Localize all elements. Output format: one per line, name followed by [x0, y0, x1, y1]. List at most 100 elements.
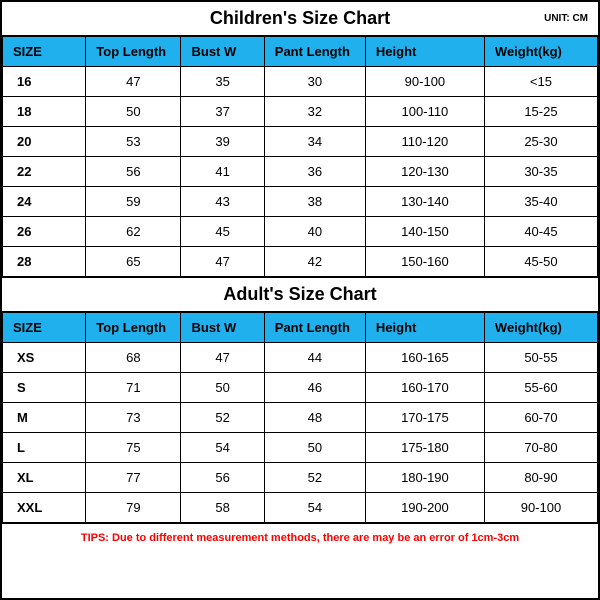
table-cell: 50-55 [484, 343, 597, 373]
table-cell: 90-100 [484, 493, 597, 523]
table-row: 26624540140-15040-45 [3, 217, 598, 247]
adult-title: Adult's Size Chart [223, 284, 376, 305]
table-cell: 43 [181, 187, 264, 217]
children-title: Children's Size Chart [210, 8, 390, 29]
table-cell: 26 [3, 217, 86, 247]
table-cell: 150-160 [365, 247, 484, 277]
table-row: XL775652180-19080-90 [3, 463, 598, 493]
children-header-row: SIZETop LengthBust WPant LengthHeightWei… [3, 37, 598, 67]
table-cell: 35-40 [484, 187, 597, 217]
adult-header-row: SIZETop LengthBust WPant LengthHeightWei… [3, 313, 598, 343]
column-header: Top Length [86, 37, 181, 67]
table-cell: 130-140 [365, 187, 484, 217]
table-cell: <15 [484, 67, 597, 97]
table-cell: 48 [264, 403, 365, 433]
table-cell: 39 [181, 127, 264, 157]
table-cell: 100-110 [365, 97, 484, 127]
table-cell: 52 [264, 463, 365, 493]
table-cell: 79 [86, 493, 181, 523]
table-row: S715046160-17055-60 [3, 373, 598, 403]
table-cell: 52 [181, 403, 264, 433]
table-cell: 45 [181, 217, 264, 247]
column-header: Bust W [181, 37, 264, 67]
table-cell: 15-25 [484, 97, 597, 127]
table-cell: 44 [264, 343, 365, 373]
table-cell: XL [3, 463, 86, 493]
table-row: 1647353090-100<15 [3, 67, 598, 97]
table-cell: 65 [86, 247, 181, 277]
column-header: Pant Length [264, 313, 365, 343]
table-cell: 30-35 [484, 157, 597, 187]
table-row: XXL795854190-20090-100 [3, 493, 598, 523]
table-cell: 22 [3, 157, 86, 187]
table-cell: 68 [86, 343, 181, 373]
table-cell: 80-90 [484, 463, 597, 493]
column-header: SIZE [3, 313, 86, 343]
column-header: Bust W [181, 313, 264, 343]
table-row: 28654742150-16045-50 [3, 247, 598, 277]
table-row: 22564136120-13030-35 [3, 157, 598, 187]
table-cell: 140-150 [365, 217, 484, 247]
table-cell: M [3, 403, 86, 433]
table-cell: 53 [86, 127, 181, 157]
table-cell: 37 [181, 97, 264, 127]
table-cell: 32 [264, 97, 365, 127]
unit-label: UNIT: CM [544, 13, 588, 24]
size-chart-container: Children's Size Chart UNIT: CM SIZETop L… [0, 0, 600, 600]
column-header: SIZE [3, 37, 86, 67]
table-row: XS684744160-16550-55 [3, 343, 598, 373]
table-cell: 46 [264, 373, 365, 403]
table-cell: 60-70 [484, 403, 597, 433]
children-title-row: Children's Size Chart UNIT: CM [2, 2, 598, 36]
table-cell: 55-60 [484, 373, 597, 403]
table-row: 24594338130-14035-40 [3, 187, 598, 217]
column-header: Top Length [86, 313, 181, 343]
table-cell: 170-175 [365, 403, 484, 433]
table-cell: 70-80 [484, 433, 597, 463]
table-row: 20533934110-12025-30 [3, 127, 598, 157]
table-row: 18503732100-11015-25 [3, 97, 598, 127]
table-cell: 35 [181, 67, 264, 97]
table-cell: 40 [264, 217, 365, 247]
table-cell: 90-100 [365, 67, 484, 97]
table-cell: 75 [86, 433, 181, 463]
table-cell: 50 [181, 373, 264, 403]
table-cell: S [3, 373, 86, 403]
table-cell: 160-165 [365, 343, 484, 373]
table-cell: 47 [181, 247, 264, 277]
table-cell: 62 [86, 217, 181, 247]
adult-title-row: Adult's Size Chart [2, 277, 598, 312]
table-row: L755450175-18070-80 [3, 433, 598, 463]
table-cell: 20 [3, 127, 86, 157]
table-cell: 40-45 [484, 217, 597, 247]
table-cell: 42 [264, 247, 365, 277]
adult-table: SIZETop LengthBust WPant LengthHeightWei… [2, 312, 598, 523]
table-cell: 18 [3, 97, 86, 127]
table-row: M735248170-17560-70 [3, 403, 598, 433]
table-cell: 47 [86, 67, 181, 97]
table-cell: XS [3, 343, 86, 373]
column-header: Weight(kg) [484, 37, 597, 67]
table-cell: 30 [264, 67, 365, 97]
table-cell: 28 [3, 247, 86, 277]
table-cell: L [3, 433, 86, 463]
table-cell: 25-30 [484, 127, 597, 157]
table-cell: 58 [181, 493, 264, 523]
table-cell: 56 [86, 157, 181, 187]
table-cell: 59 [86, 187, 181, 217]
table-cell: 175-180 [365, 433, 484, 463]
table-cell: 77 [86, 463, 181, 493]
table-cell: 16 [3, 67, 86, 97]
table-cell: 50 [86, 97, 181, 127]
table-cell: 73 [86, 403, 181, 433]
table-cell: 54 [264, 493, 365, 523]
table-cell: 34 [264, 127, 365, 157]
table-cell: 24 [3, 187, 86, 217]
table-cell: 180-190 [365, 463, 484, 493]
column-header: Height [365, 37, 484, 67]
table-cell: 36 [264, 157, 365, 187]
column-header: Height [365, 313, 484, 343]
table-cell: 41 [181, 157, 264, 187]
table-cell: 50 [264, 433, 365, 463]
table-cell: 54 [181, 433, 264, 463]
